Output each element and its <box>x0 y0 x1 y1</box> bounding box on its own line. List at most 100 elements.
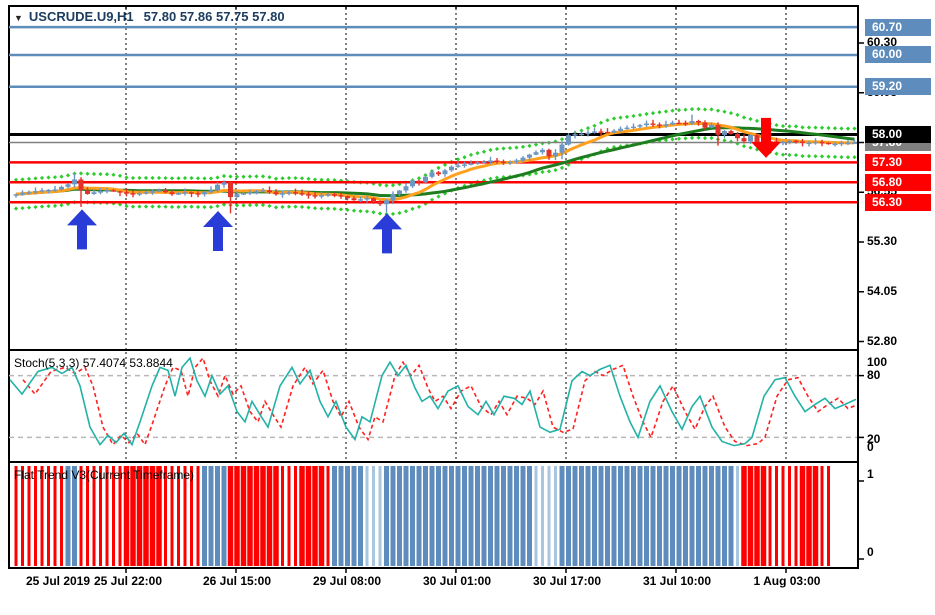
candle-body <box>234 194 240 198</box>
band-dot <box>156 204 162 209</box>
candle-body <box>429 172 435 177</box>
candle-body <box>182 192 188 194</box>
band-dot <box>826 125 831 131</box>
band-dot <box>20 205 25 211</box>
candle-body <box>481 161 487 163</box>
flat-trend-bar <box>644 466 649 566</box>
candle-body <box>468 163 474 165</box>
flat-trend-bar <box>747 466 754 566</box>
flat-trend-bar <box>754 466 760 566</box>
candle-body <box>501 161 506 164</box>
flat-trend-bar <box>794 466 798 566</box>
band-dot <box>384 183 389 188</box>
band-dot <box>670 108 675 113</box>
band-dot <box>163 175 168 181</box>
band-dot <box>832 154 838 159</box>
band-dot <box>319 206 324 211</box>
price-level-label-black: 58.00 <box>865 126 931 144</box>
candle-body <box>377 201 383 205</box>
band-dot <box>813 125 818 130</box>
flat-trend-bar <box>136 466 143 566</box>
candle-body <box>59 186 64 190</box>
band-dot <box>709 107 714 112</box>
band-dot <box>254 202 259 208</box>
band-dot <box>39 204 45 209</box>
flat-trend-bar <box>164 466 167 566</box>
band-dot <box>676 136 682 141</box>
flat-trend-bar <box>365 466 369 566</box>
flat-trend-bar <box>372 466 375 566</box>
band-dot <box>696 135 701 140</box>
flat-trend-indicator-label: Flat Trend V3(Current Timeframe) <box>14 468 195 482</box>
candle-body <box>689 121 695 124</box>
band-dot <box>312 206 318 211</box>
flat-trend-bar <box>534 466 538 566</box>
flat-trend-bar <box>410 466 415 566</box>
band-dot <box>299 176 305 181</box>
band-dot <box>689 135 695 140</box>
candle-body <box>130 193 136 195</box>
flat-trend-bar <box>305 466 312 566</box>
price-level-label-blue: 59.20 <box>865 78 931 96</box>
candle-body <box>494 160 500 162</box>
flat-trend-bar <box>696 466 701 566</box>
signal-arrows-layer <box>67 117 781 254</box>
candle-body <box>78 179 84 191</box>
candle-body <box>507 161 513 164</box>
candle-body <box>20 193 25 195</box>
band-dot <box>312 177 318 182</box>
band-dot <box>13 206 19 211</box>
price-level-label-blue: 60.00 <box>865 46 931 64</box>
candle-body <box>150 191 155 193</box>
flat-trend-bar <box>624 466 630 566</box>
candle-body <box>735 133 740 139</box>
band-dot <box>85 171 90 176</box>
band-dot <box>748 145 753 150</box>
band-dot <box>325 206 331 211</box>
band-dot <box>676 108 682 113</box>
band-dot <box>533 171 539 176</box>
band-dot <box>364 209 370 214</box>
sell-arrow-icon <box>751 117 781 158</box>
flat-trend-bar <box>507 466 513 566</box>
band-dot <box>91 171 97 177</box>
band-dot <box>124 175 129 180</box>
candle-body <box>52 189 58 191</box>
flat-trend-bar <box>488 466 493 566</box>
candle-body <box>475 162 480 164</box>
candle-body <box>650 123 656 125</box>
candle-body <box>436 172 441 175</box>
band-dot <box>839 155 844 160</box>
flat-trend-bar <box>397 466 402 566</box>
candle-body <box>124 192 129 194</box>
flat-trend-bar <box>812 466 819 566</box>
band-dot <box>442 162 448 167</box>
chart-dropdown-icon[interactable]: ▼ <box>14 13 23 23</box>
band-dot <box>696 106 701 112</box>
time-label: 1 Aug 03:00 <box>753 574 821 588</box>
flat-trend-bar <box>429 466 435 566</box>
chart-title: ▼ USCRUDE.U9,H1 57.80 57.86 57.75 57.80 <box>14 9 285 24</box>
candle-body <box>228 182 233 198</box>
flat-trend-bar <box>541 466 544 566</box>
band-dot <box>306 205 311 210</box>
candle-body <box>286 192 292 194</box>
band-dot <box>559 165 565 171</box>
band-dot <box>416 204 422 210</box>
band-dot <box>208 204 214 210</box>
stoch-signal-line <box>22 356 859 447</box>
band-dot <box>852 126 857 131</box>
band-dot <box>241 174 246 179</box>
price-tick-label: 55.30 <box>867 234 898 248</box>
flat-trend-bar <box>494 466 500 566</box>
band-dot <box>559 137 565 142</box>
buy-arrow-icon <box>372 213 402 254</box>
flat-trend-bar <box>47 466 50 566</box>
band-dot <box>494 175 500 180</box>
flat-trend-bar <box>449 466 454 566</box>
band-dot <box>780 123 786 129</box>
candle-body <box>553 152 558 157</box>
band-dot <box>520 144 526 149</box>
stoch-main-line <box>9 356 857 447</box>
